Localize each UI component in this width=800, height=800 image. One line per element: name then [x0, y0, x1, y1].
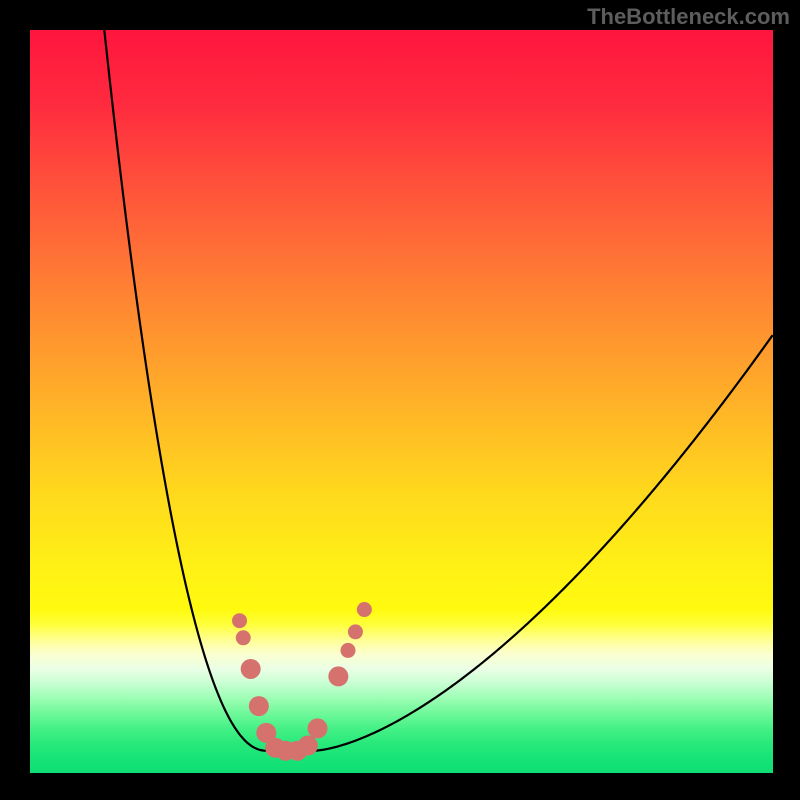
- plot-area: [30, 30, 773, 773]
- marker-dot: [357, 602, 372, 617]
- marker-dot: [249, 696, 269, 716]
- watermark-text: TheBottleneck.com: [587, 4, 790, 30]
- marker-dot: [341, 643, 356, 658]
- marker-dot: [348, 624, 363, 639]
- marker-dot: [241, 659, 261, 679]
- marker-dot: [232, 613, 247, 628]
- marker-dot: [308, 718, 328, 738]
- bottleneck-chart: [0, 0, 800, 800]
- chart-root: TheBottleneck.com: [0, 0, 800, 800]
- marker-dot: [236, 630, 251, 645]
- marker-dot: [298, 736, 318, 756]
- marker-dot: [328, 666, 348, 686]
